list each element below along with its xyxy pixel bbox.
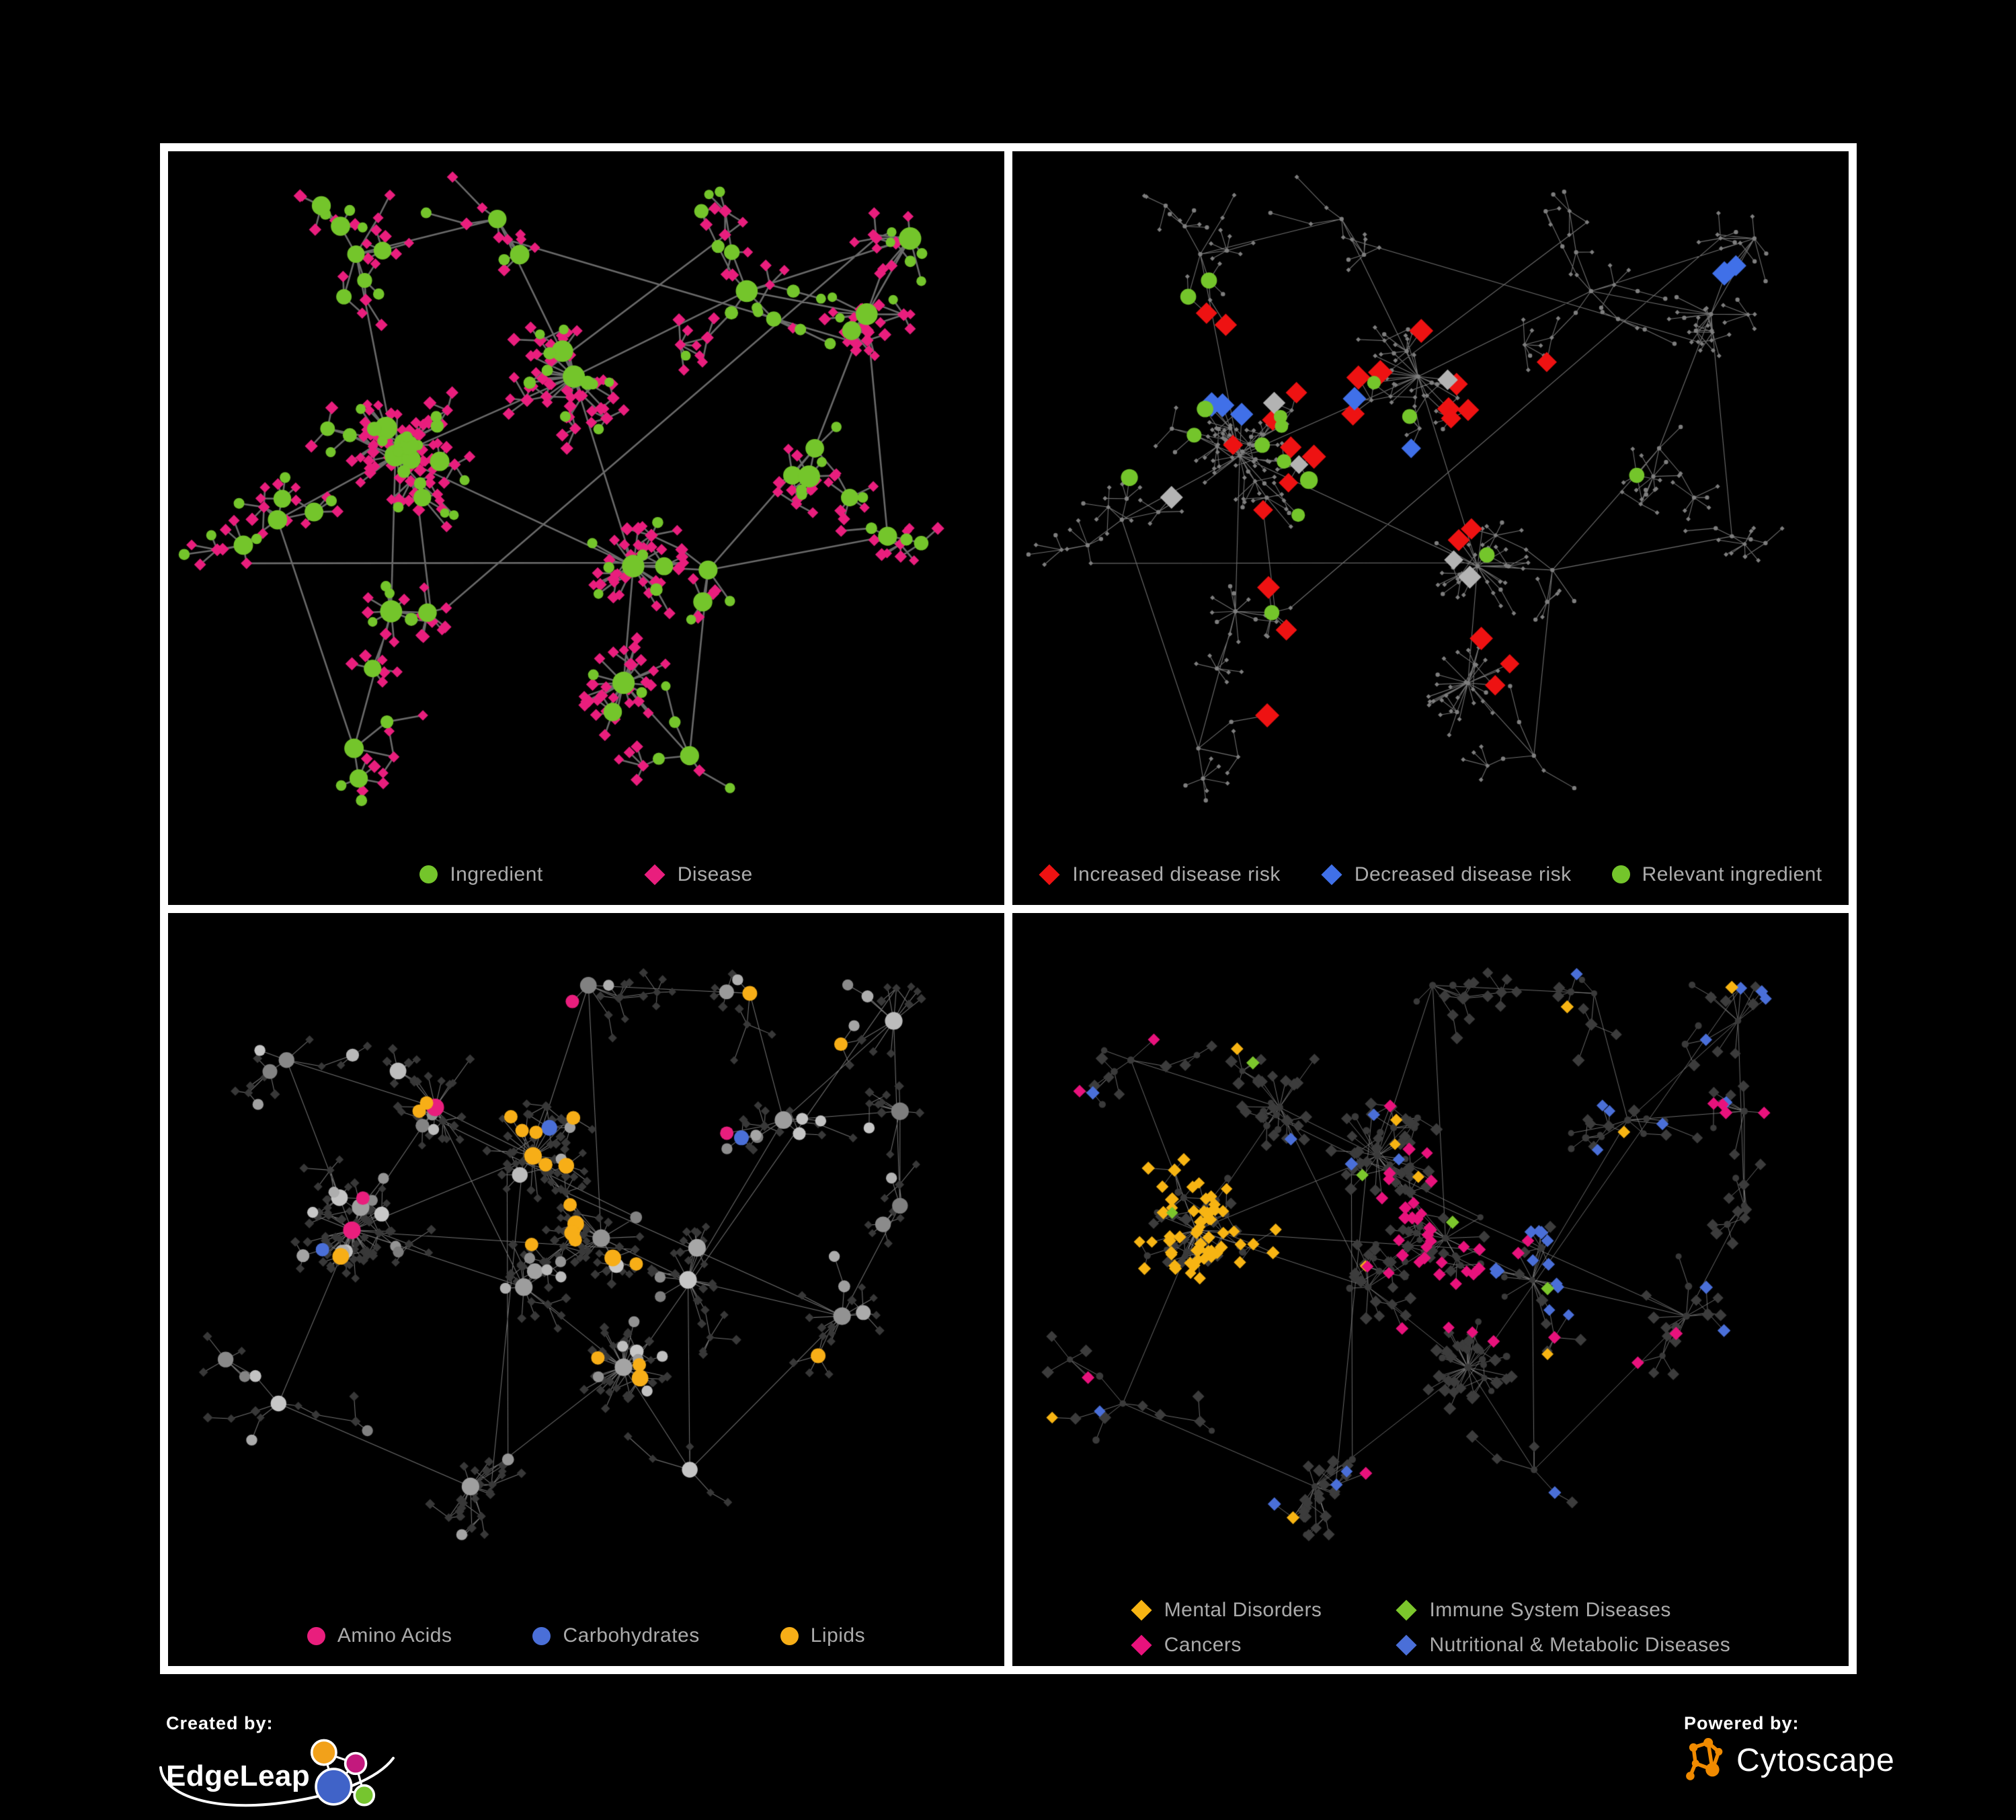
- edgeleap-network-icon: [311, 1739, 376, 1807]
- panel-disease-risk-network: Increased disease risk Decreased disease …: [1012, 151, 1849, 905]
- panel-disease-categories-network: Mental Disorders Immune System Diseases Ca…: [1012, 912, 1849, 1666]
- legend-marker-circle: [780, 1626, 799, 1645]
- network-grid: Ingredient Disease Increased disease risk…: [160, 143, 1857, 1674]
- legend-marker-circle: [307, 1626, 325, 1645]
- legend-marker-diamond: [644, 863, 666, 885]
- legend-disease-categories: Mental Disorders Immune System Diseases Ca…: [1012, 1599, 1849, 1657]
- legend-label: Nutritional & Metabolic Diseases: [1429, 1634, 1731, 1656]
- network-canvas-disease-risk: [1012, 151, 1849, 905]
- cytoscape-logo: Cytoscape: [1684, 1735, 1895, 1785]
- legend-item: Carbohydrates: [532, 1624, 699, 1647]
- legend-item: Lipids: [780, 1624, 865, 1647]
- legend-item: Amino Acids: [307, 1624, 452, 1647]
- created-by-label: Created by:: [166, 1713, 274, 1733]
- legend-label: Relevant ingredient: [1642, 863, 1822, 885]
- created-by-block: Created by: EdgeLeap: [159, 1713, 395, 1816]
- legend-marker-circle: [1611, 865, 1630, 883]
- legend-item: Decreased disease risk: [1321, 863, 1572, 886]
- network-canvas-ingredient-disease: [168, 151, 1004, 905]
- legend-item: Immune System Diseases: [1396, 1599, 1670, 1622]
- legend-label: Decreased disease risk: [1354, 863, 1572, 885]
- edgeleap-wordmark: EdgeLeap: [166, 1759, 311, 1792]
- legend-marker-diamond: [1131, 1634, 1152, 1656]
- legend-marker-circle: [532, 1626, 551, 1645]
- legend-label: Ingredient: [450, 863, 543, 885]
- legend-ingredient-classes: Amino Acids Carbohydrates Lipids: [168, 1624, 1004, 1647]
- legend-label: Cancers: [1164, 1634, 1242, 1656]
- legend-marker-diamond: [1396, 1634, 1417, 1656]
- legend-label: Immune System Diseases: [1429, 1599, 1671, 1621]
- powered-by-block: Powered by: Cytoscape: [1684, 1713, 1895, 1785]
- legend-ingredient-disease: Ingredient Disease: [168, 863, 1004, 886]
- legend-label: Disease: [677, 863, 753, 885]
- network-canvas-disease-categories: [1012, 912, 1849, 1666]
- legend-item: Relevant ingredient: [1611, 863, 1822, 886]
- powered-by-label: Powered by:: [1684, 1713, 1800, 1733]
- legend-item: Nutritional & Metabolic Diseases: [1396, 1634, 1730, 1657]
- panel-ingredient-classes-network: Amino Acids Carbohydrates Lipids: [168, 912, 1004, 1666]
- legend-marker-diamond: [1396, 1599, 1417, 1621]
- edgeleap-swoosh-icon: [159, 1757, 395, 1807]
- cytoscape-wordmark: Cytoscape: [1736, 1742, 1895, 1778]
- legend-marker-circle: [419, 865, 438, 883]
- legend-disease-risk: Increased disease risk Decreased disease …: [1012, 863, 1849, 886]
- panel-ingredient-disease-network: Ingredient Disease: [168, 151, 1004, 905]
- legend-item: Increased disease risk: [1039, 863, 1280, 886]
- legend-item: Mental Disorders: [1131, 1599, 1322, 1622]
- edgeleap-logo: EdgeLeap: [159, 1737, 395, 1816]
- legend-marker-diamond: [1039, 863, 1060, 885]
- cytoscape-network-icon: [1686, 1738, 1723, 1780]
- legend-label: Mental Disorders: [1164, 1599, 1322, 1621]
- network-canvas-ingredient-classes: [168, 912, 1004, 1666]
- legend-item: Disease: [644, 863, 753, 886]
- legend-label: Lipids: [810, 1624, 866, 1647]
- legend-marker-diamond: [1321, 863, 1342, 885]
- legend-label: Carbohydrates: [563, 1624, 700, 1647]
- legend-label: Amino Acids: [337, 1624, 452, 1647]
- legend-item: Cancers: [1131, 1634, 1242, 1657]
- legend-label: Increased disease risk: [1072, 863, 1281, 885]
- legend-marker-diamond: [1131, 1599, 1152, 1621]
- legend-item: Ingredient: [419, 863, 542, 886]
